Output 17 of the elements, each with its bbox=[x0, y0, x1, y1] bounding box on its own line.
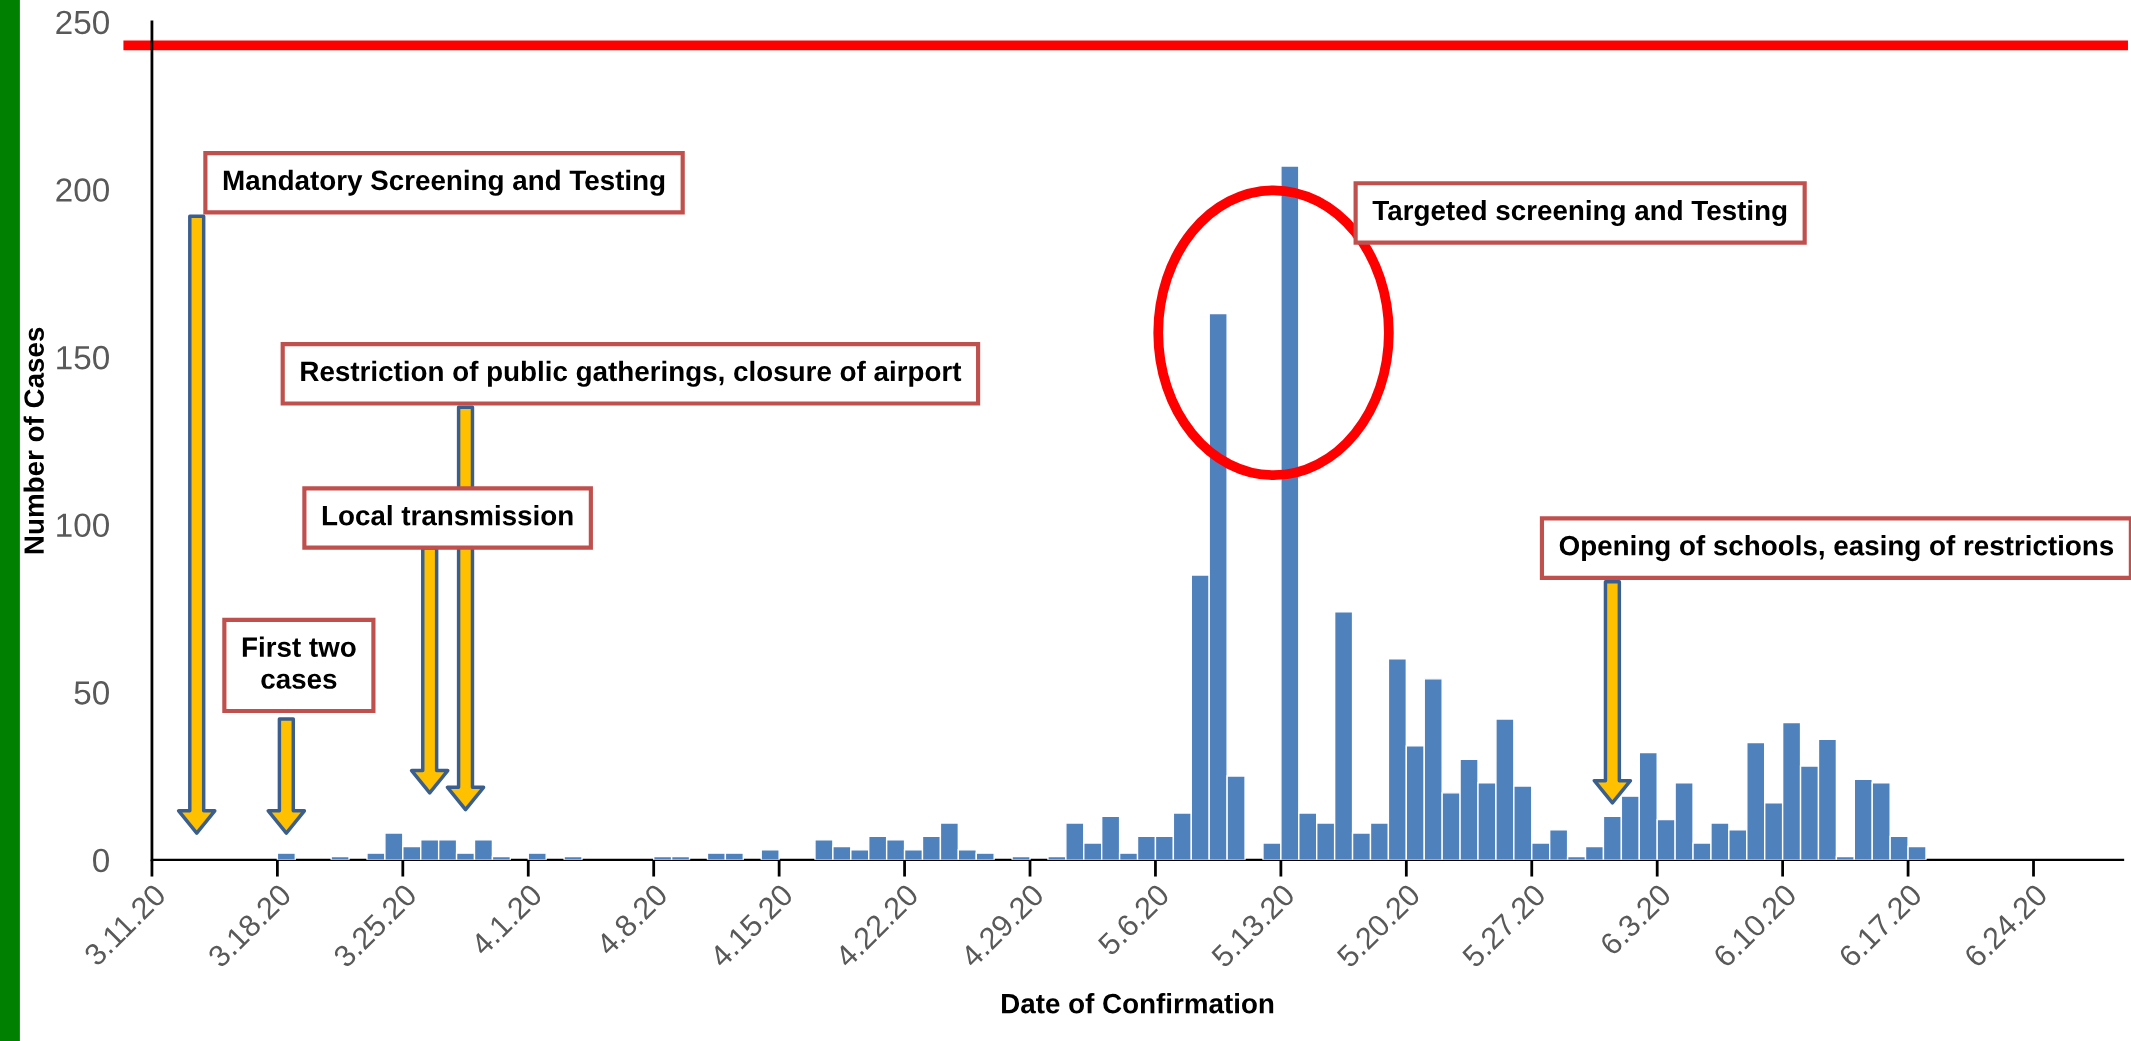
annotation: Opening of schools, easing of restrictions bbox=[1559, 535, 2114, 562]
bar bbox=[527, 852, 547, 860]
y-axis-title: Number of Cases bbox=[23, 327, 44, 554]
y-tick-label: 200 bbox=[56, 178, 109, 202]
y-tick-label: 100 bbox=[57, 513, 109, 538]
annotation: Local transmission bbox=[322, 505, 573, 526]
y-tick-label: 250 bbox=[56, 10, 109, 35]
annotation: Targeted screening and Testing bbox=[1372, 199, 1787, 226]
x-axis-title: Date of Confirmation bbox=[1002, 993, 1274, 1014]
y-tick-label: 0 bbox=[93, 848, 109, 873]
bar bbox=[760, 849, 780, 860]
annotation: Restriction of public gatherings, closure of airport bbox=[301, 360, 962, 387]
y-tick-label: 50 bbox=[74, 681, 109, 705]
y-tick-label: 150 bbox=[57, 345, 109, 370]
annotation: First two cases bbox=[242, 636, 356, 689]
annotation: Mandatory Screening and Testing bbox=[223, 169, 665, 196]
bar bbox=[276, 852, 296, 860]
